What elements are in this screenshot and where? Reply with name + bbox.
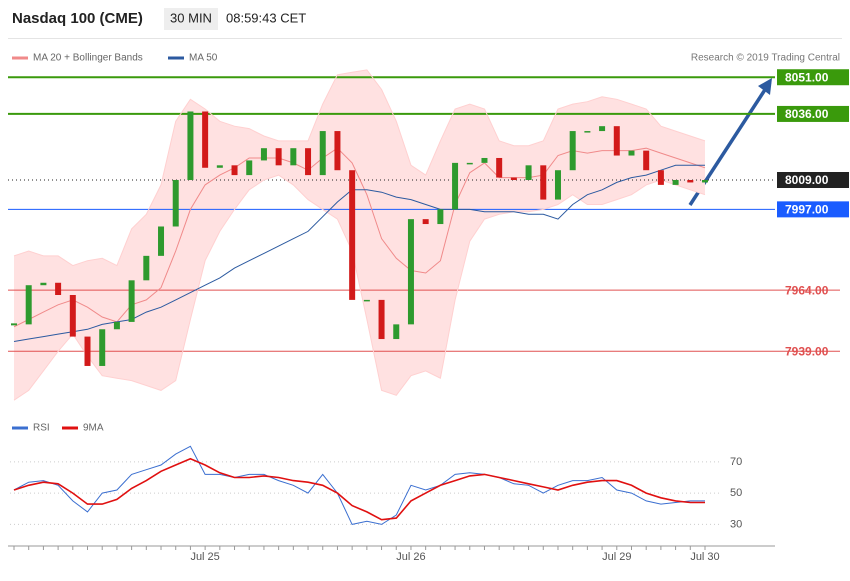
candle bbox=[554, 170, 561, 200]
candle bbox=[246, 160, 253, 176]
candle bbox=[334, 131, 341, 171]
legend-label: 9MA bbox=[83, 423, 104, 434]
candle bbox=[628, 150, 635, 156]
candle bbox=[452, 162, 459, 210]
candle bbox=[393, 324, 400, 340]
interval-box bbox=[164, 8, 218, 30]
candle bbox=[657, 170, 664, 185]
candle bbox=[540, 165, 547, 200]
source: Research © 2019 Trading Central bbox=[691, 53, 840, 64]
level-label: 8051.00 bbox=[785, 70, 829, 84]
level-box bbox=[777, 105, 849, 122]
candle bbox=[260, 148, 267, 161]
candle bbox=[202, 111, 209, 168]
candle bbox=[407, 219, 414, 325]
candle bbox=[187, 111, 194, 180]
x-tick-label: Jul 29 bbox=[602, 551, 631, 563]
interval: 30 MIN bbox=[170, 10, 212, 25]
candle bbox=[143, 255, 150, 281]
candle bbox=[172, 180, 179, 227]
level-label: 7997.00 bbox=[785, 203, 829, 217]
rsi-line bbox=[13, 457, 705, 521]
candle bbox=[99, 329, 106, 366]
level-label: 8036.00 bbox=[785, 107, 829, 121]
candle bbox=[569, 131, 576, 171]
header-rule bbox=[8, 38, 842, 39]
legend-label: MA 20 + Bollinger Bands bbox=[33, 53, 143, 64]
candle bbox=[290, 148, 297, 166]
candle bbox=[55, 282, 62, 295]
candle bbox=[481, 157, 488, 163]
y-tick-label: 50 bbox=[730, 487, 742, 499]
candle bbox=[319, 131, 326, 176]
level-box bbox=[777, 69, 849, 86]
arrow-head bbox=[758, 78, 772, 95]
candle bbox=[643, 150, 650, 171]
candle bbox=[128, 280, 135, 322]
candle bbox=[231, 165, 238, 176]
candle bbox=[216, 165, 223, 168]
candle bbox=[496, 157, 503, 178]
level-box bbox=[777, 172, 849, 188]
candle bbox=[613, 126, 620, 156]
candle bbox=[275, 148, 282, 166]
y-tick-label: 30 bbox=[730, 518, 742, 530]
clock: 08:59:43 CET bbox=[226, 10, 306, 25]
candle bbox=[466, 162, 473, 165]
band-lower bbox=[13, 174, 706, 401]
candle bbox=[510, 177, 517, 180]
rsi-line bbox=[13, 445, 705, 525]
candle bbox=[84, 336, 91, 366]
level-label: 7964.00 bbox=[785, 283, 829, 297]
level-label: 8009.00 bbox=[785, 173, 829, 187]
candle bbox=[158, 226, 165, 256]
candle bbox=[69, 295, 76, 337]
candle bbox=[25, 285, 32, 325]
candle bbox=[672, 180, 679, 185]
level-box bbox=[777, 201, 849, 218]
band-upper bbox=[13, 69, 706, 267]
candle bbox=[378, 299, 385, 340]
candle bbox=[305, 148, 312, 176]
candle bbox=[525, 165, 532, 180]
legend-label: RSI bbox=[33, 423, 50, 434]
x-tick-label: Jul 25 bbox=[190, 551, 219, 563]
bollinger-band bbox=[14, 69, 705, 401]
level-label: 7939.00 bbox=[785, 344, 829, 358]
candle bbox=[687, 180, 694, 183]
x-tick-label: Jul 30 bbox=[690, 551, 719, 563]
candle bbox=[363, 299, 370, 302]
candle bbox=[702, 180, 708, 183]
candle bbox=[584, 131, 591, 133]
candle bbox=[113, 321, 120, 330]
candle bbox=[349, 170, 356, 300]
candle bbox=[437, 209, 444, 225]
x-tick-label: Jul 26 bbox=[396, 551, 425, 563]
candle bbox=[422, 219, 429, 225]
instrument-title: Nasdaq 100 (CME) bbox=[12, 10, 143, 27]
candle bbox=[40, 282, 47, 286]
candle bbox=[599, 126, 606, 132]
legend-label: MA 50 bbox=[189, 53, 218, 64]
y-tick-label: 70 bbox=[730, 456, 742, 468]
